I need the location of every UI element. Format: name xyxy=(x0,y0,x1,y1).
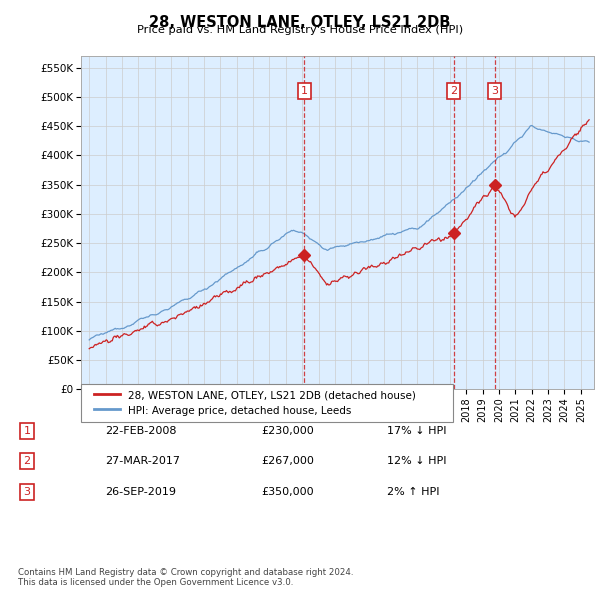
Text: 3: 3 xyxy=(491,86,498,96)
Text: 28, WESTON LANE, OTLEY, LS21 2DB: 28, WESTON LANE, OTLEY, LS21 2DB xyxy=(149,15,451,30)
Text: 27-MAR-2017: 27-MAR-2017 xyxy=(105,457,180,466)
Text: 22-FEB-2008: 22-FEB-2008 xyxy=(105,426,176,435)
Text: 2% ↑ HPI: 2% ↑ HPI xyxy=(387,487,439,497)
Text: Price paid vs. HM Land Registry's House Price Index (HPI): Price paid vs. HM Land Registry's House … xyxy=(137,25,463,35)
Text: £350,000: £350,000 xyxy=(261,487,314,497)
Text: 2: 2 xyxy=(450,86,457,96)
Text: £267,000: £267,000 xyxy=(261,457,314,466)
Text: 1: 1 xyxy=(301,86,308,96)
Text: 12% ↓ HPI: 12% ↓ HPI xyxy=(387,457,446,466)
Text: 2: 2 xyxy=(23,457,31,466)
Text: 1: 1 xyxy=(23,426,31,435)
Text: 26-SEP-2019: 26-SEP-2019 xyxy=(105,487,176,497)
Text: Contains HM Land Registry data © Crown copyright and database right 2024.
This d: Contains HM Land Registry data © Crown c… xyxy=(18,568,353,587)
Text: £230,000: £230,000 xyxy=(261,426,314,435)
Text: 17% ↓ HPI: 17% ↓ HPI xyxy=(387,426,446,435)
Text: 3: 3 xyxy=(23,487,31,497)
Legend: 28, WESTON LANE, OTLEY, LS21 2DB (detached house), HPI: Average price, detached : 28, WESTON LANE, OTLEY, LS21 2DB (detach… xyxy=(90,386,421,419)
